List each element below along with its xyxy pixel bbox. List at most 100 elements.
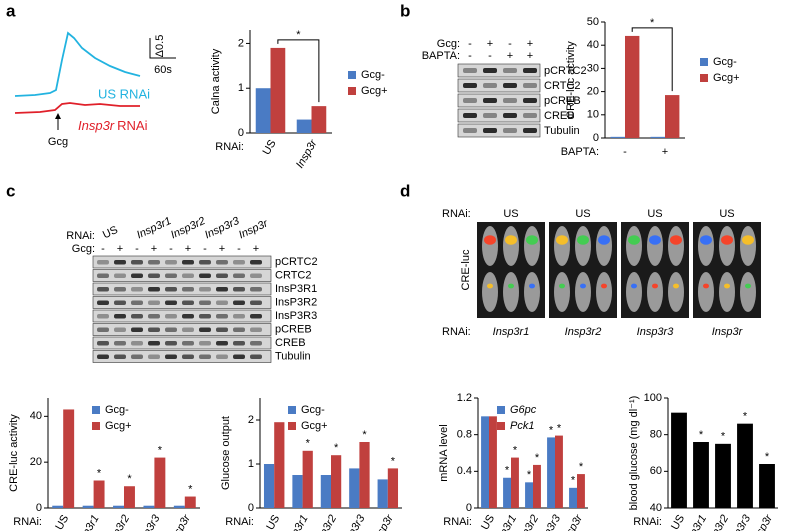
signal: [556, 235, 568, 245]
significance: *: [557, 422, 562, 434]
gcg-value: +: [117, 243, 123, 255]
band: [233, 314, 245, 319]
signal: [628, 235, 640, 245]
band: [250, 260, 262, 265]
bar: [693, 442, 709, 508]
mouse: [503, 272, 519, 312]
band: [97, 327, 109, 332]
band: [199, 327, 211, 332]
band: [503, 128, 517, 133]
treatment-value: +: [527, 38, 533, 50]
panel-label: d: [400, 181, 410, 200]
band: [523, 83, 537, 88]
y-tick-label: 80: [650, 429, 662, 441]
mouse: [647, 226, 663, 266]
band: [233, 300, 245, 305]
bar: [52, 505, 64, 508]
bar: [184, 496, 196, 508]
band: [131, 314, 143, 319]
signal: [745, 283, 751, 289]
band: [165, 287, 177, 292]
significance: *: [513, 444, 518, 456]
significance: *: [765, 451, 770, 463]
panel-label: a: [6, 1, 16, 20]
treatment-value: -: [508, 38, 512, 50]
treatment-label: BAPTA:: [422, 50, 460, 62]
band: [483, 98, 497, 103]
band: [131, 354, 143, 359]
band-label: InsP3R1: [275, 283, 317, 295]
band: [233, 341, 245, 346]
band: [216, 327, 228, 332]
x-tick-label: Insp3r1: [282, 513, 311, 531]
x-tick-label: -: [623, 146, 627, 158]
blot-row: [457, 78, 541, 93]
bar: [331, 455, 342, 508]
bar: [481, 416, 489, 508]
side-label: CRE-luc: [460, 249, 472, 290]
trace-label: Insp3r RNAi: [78, 118, 148, 133]
band: [97, 260, 109, 265]
group-label: Insp3r: [237, 217, 271, 241]
band-label: CREB: [275, 337, 306, 349]
band: [250, 273, 262, 278]
band: [250, 327, 262, 332]
mouse: [503, 226, 519, 266]
band: [463, 83, 477, 88]
band: [523, 68, 537, 73]
bar: [759, 464, 775, 508]
band: [216, 287, 228, 292]
band: [199, 354, 211, 359]
band: [233, 287, 245, 292]
trace-insp3r: [14, 102, 140, 114]
y-tick-label: 10: [587, 109, 599, 121]
band-label: pCREB: [275, 323, 312, 335]
band: [463, 98, 477, 103]
x-tick-label: Insp3r: [559, 512, 585, 531]
signal: [526, 235, 538, 245]
x-axis-label: BAPTA:: [561, 146, 599, 158]
gcg-value: -: [203, 243, 207, 255]
y-tick-label: 50: [587, 16, 599, 28]
mouse: [719, 226, 735, 266]
y-tick-label: 2: [248, 414, 254, 426]
significance: *: [721, 431, 726, 443]
band: [216, 260, 228, 265]
y-tick-label: 0: [238, 127, 244, 139]
band: [182, 300, 194, 305]
treatment-label: Gcg:: [437, 38, 460, 50]
y-tick-label: 0.4: [457, 465, 472, 477]
mouse: [668, 272, 684, 312]
y-tick-label: 60: [650, 465, 662, 477]
band: [148, 300, 160, 305]
x-axis-label: RNAi:: [443, 516, 472, 528]
band: [182, 341, 194, 346]
band: [523, 128, 537, 133]
band: [483, 83, 497, 88]
signal: [559, 283, 565, 289]
group-label: Insp3r3: [637, 326, 675, 338]
bar: [270, 47, 286, 134]
y-axis-label: CRE-luc activity: [565, 41, 577, 119]
mouse: [626, 272, 642, 312]
signal: [577, 235, 589, 245]
band: [523, 98, 537, 103]
bar: [671, 412, 687, 508]
y-axis-label: CRE-luc activity: [8, 414, 20, 492]
significance: *: [579, 461, 584, 473]
legend-label: Gcg-: [713, 56, 737, 68]
band: [165, 260, 177, 265]
legend-swatch: [700, 58, 708, 66]
bracket: [631, 27, 673, 92]
significance: *: [743, 411, 748, 423]
group-label: Insp3r2: [565, 326, 602, 338]
band: [250, 300, 262, 305]
mouse: [740, 272, 756, 312]
y-tick-label: 1: [238, 82, 244, 94]
gcg-value: -: [135, 243, 139, 255]
x-tick-label: US: [479, 513, 497, 531]
y-tick-label: 2: [238, 37, 244, 49]
band: [182, 287, 194, 292]
legend-label: Gcg-: [301, 404, 325, 416]
x-axis-label: RNAi:: [633, 516, 662, 528]
